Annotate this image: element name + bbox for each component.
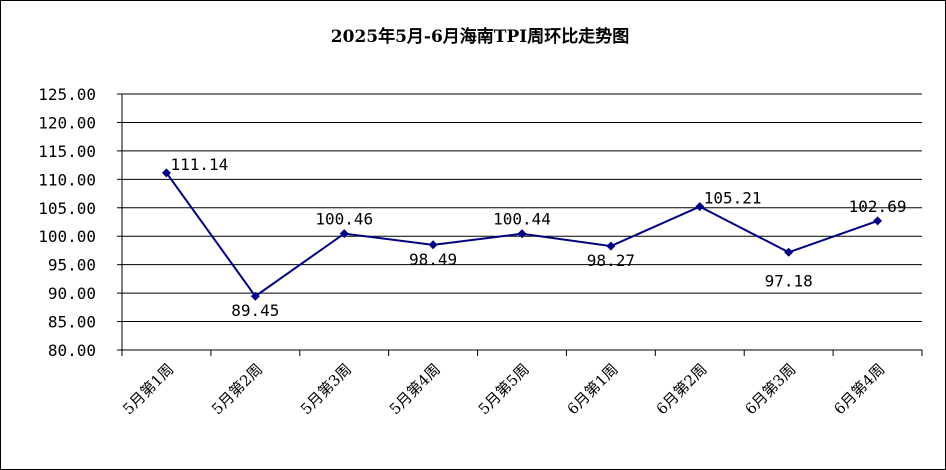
y-tick-label: 115.00 (38, 142, 96, 161)
y-tick-label: 95.00 (48, 256, 96, 275)
data-label: 89.45 (231, 301, 279, 320)
x-tick-label: 5月第4周 (386, 360, 444, 418)
data-label: 98.49 (409, 250, 457, 269)
data-label: 100.46 (315, 210, 373, 229)
data-point (428, 240, 438, 250)
data-point (606, 241, 616, 251)
data-point (339, 229, 349, 239)
data-label: 102.69 (849, 197, 907, 216)
y-tick-label: 125.00 (38, 85, 96, 104)
y-tick-label: 120.00 (38, 113, 96, 132)
x-tick-label: 5月第5周 (475, 360, 533, 418)
x-tick-label: 5月第1周 (119, 360, 177, 418)
y-tick-label: 105.00 (38, 199, 96, 218)
data-label: 100.44 (493, 210, 551, 229)
y-tick-label: 110.00 (38, 170, 96, 189)
y-tick-label: 85.00 (48, 313, 96, 332)
x-tick-label: 6月第4周 (830, 360, 888, 418)
data-point (784, 247, 794, 257)
x-tick-label: 5月第2周 (208, 360, 266, 418)
x-tick-label: 6月第1周 (564, 360, 622, 418)
x-tick-label: 5月第3周 (297, 360, 355, 418)
data-label: 105.21 (704, 189, 762, 208)
x-tick-label: 6月第3周 (741, 360, 799, 418)
data-point (250, 291, 260, 301)
y-tick-label: 80.00 (48, 341, 96, 360)
chart-title: 2025年5月-6月海南TPI周环比走势图 (331, 26, 629, 47)
data-label: 111.14 (170, 155, 228, 174)
data-point (695, 202, 705, 212)
data-label: 97.18 (765, 271, 813, 290)
y-tick-label: 100.00 (38, 227, 96, 246)
data-label: 98.27 (587, 251, 635, 270)
data-point (161, 168, 171, 178)
series-layer (161, 168, 883, 301)
label-layer: 111.14 89.45 100.46 98.49 100.44 98.27 105.21 9… (170, 155, 906, 320)
data-point (873, 216, 883, 226)
x-tick-label: 6月第2周 (653, 360, 711, 418)
y-tick-label: 90.00 (48, 284, 96, 303)
data-point (517, 229, 527, 239)
